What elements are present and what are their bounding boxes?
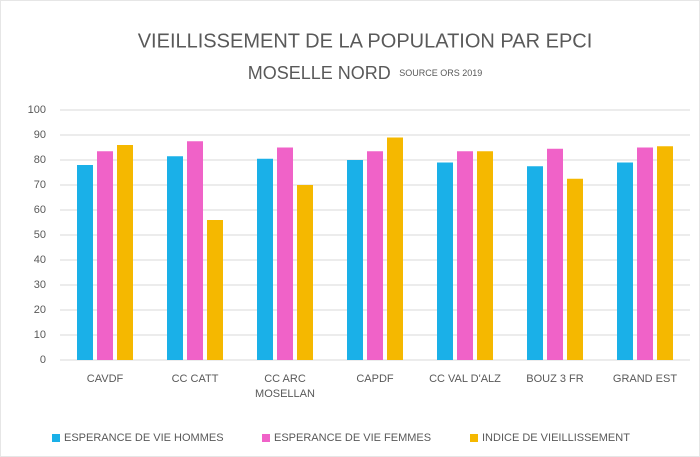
x-tick-label: BOUZ 3 FR bbox=[526, 373, 584, 385]
y-tick-label: 30 bbox=[34, 279, 46, 291]
bar bbox=[547, 148, 563, 360]
bar bbox=[457, 151, 473, 360]
bar bbox=[187, 141, 203, 360]
legend-label: INDICE DE VIEILLISSEMENT bbox=[482, 432, 630, 444]
bar bbox=[77, 165, 93, 360]
chart-title: VIEILLISSEMENT DE LA POPULATION PAR EPCI bbox=[138, 30, 593, 52]
y-tick-label: 10 bbox=[34, 329, 46, 341]
chart-subtitle-line: MOSELLE NORD SOURCE ORS 2019 bbox=[248, 63, 483, 83]
bar bbox=[387, 137, 403, 360]
bar bbox=[297, 185, 313, 360]
y-tick-label: 50 bbox=[34, 229, 46, 241]
y-tick-label: 60 bbox=[34, 204, 46, 216]
bar bbox=[347, 160, 363, 360]
bar bbox=[97, 151, 113, 360]
bar bbox=[477, 151, 493, 360]
x-tick-label: CC VAL D'ALZ bbox=[429, 373, 501, 385]
bar bbox=[527, 166, 543, 360]
legend-swatch bbox=[262, 434, 270, 442]
bar bbox=[657, 146, 673, 360]
chart-source: SOURCE ORS 2019 bbox=[399, 68, 482, 78]
bar bbox=[167, 156, 183, 360]
bar bbox=[367, 151, 383, 360]
bar bbox=[437, 162, 453, 360]
y-tick-label: 0 bbox=[40, 354, 46, 366]
y-tick-label: 40 bbox=[34, 254, 46, 266]
bar bbox=[617, 162, 633, 360]
y-tick-label: 90 bbox=[34, 129, 46, 141]
legend-swatch bbox=[52, 434, 60, 442]
y-tick-label: 80 bbox=[34, 154, 46, 166]
chart-subtitle: MOSELLE NORD bbox=[248, 63, 391, 83]
bar bbox=[277, 147, 293, 360]
legend-label: ESPERANCE DE VIE HOMMES bbox=[64, 432, 224, 444]
y-tick-label: 20 bbox=[34, 304, 46, 316]
bar bbox=[567, 178, 583, 360]
bar bbox=[117, 145, 133, 360]
bar bbox=[257, 158, 273, 360]
x-tick-label: CAPDF bbox=[356, 373, 394, 385]
y-tick-label: 70 bbox=[34, 179, 46, 191]
legend-swatch bbox=[470, 434, 478, 442]
bar bbox=[637, 147, 653, 360]
legend-label: ESPERANCE DE VIE FEMMES bbox=[274, 432, 431, 444]
bar bbox=[207, 220, 223, 360]
x-tick-label: CAVDF bbox=[86, 373, 124, 385]
x-tick-label: CC ARC MOSELLAN bbox=[255, 373, 315, 400]
x-tick-label: CC CATT bbox=[171, 373, 219, 385]
x-tick-label: GRAND EST bbox=[612, 373, 678, 385]
y-tick-label: 100 bbox=[28, 104, 46, 116]
